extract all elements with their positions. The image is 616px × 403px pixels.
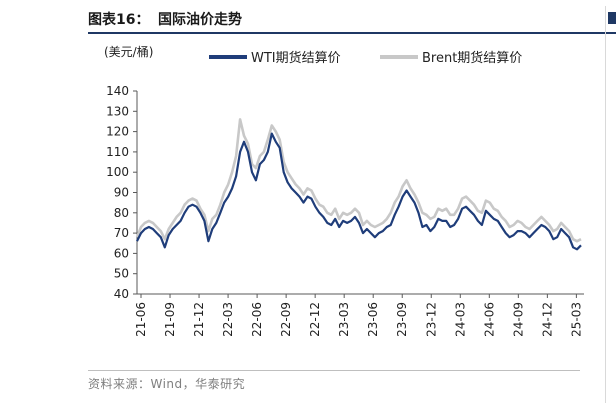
x-tick-label: 22-12	[308, 302, 322, 337]
x-tick-label: 23-09	[395, 302, 409, 337]
x-tick-label: 24-06	[482, 302, 496, 337]
y-tick-label: 60	[114, 246, 129, 260]
y-tick-label: 140	[106, 84, 129, 98]
y-tick-label: 110	[106, 145, 129, 159]
y-tick-label: 50	[114, 267, 129, 281]
x-tick-label: 21-12	[192, 302, 206, 337]
next-column-edge	[605, 6, 616, 403]
y-tick-label: 80	[114, 206, 129, 220]
y-tick-label: 40	[114, 287, 129, 301]
oil-price-chart: 40 50 60 70 80 90 100 110 120 130 140 21-06 21-09 21-…	[0, 0, 616, 403]
source-note: 资料来源：Wind，华泰研究	[88, 375, 245, 392]
x-tick-label: 25-03	[569, 302, 583, 337]
x-tick-label: 22-06	[250, 302, 264, 337]
next-column-header-mark	[608, 12, 616, 24]
x-tick-label: 23-12	[424, 302, 438, 337]
x-tick-label: 21-09	[163, 302, 177, 337]
x-tick-label: 23-03	[337, 302, 351, 337]
legend-brent-label: Brent期货结算价	[422, 50, 522, 66]
x-tick-label: 24-12	[540, 302, 554, 337]
x-tick-label: 22-09	[279, 302, 293, 337]
legend-wti-label: WTI期货结算价	[251, 50, 341, 66]
y-tick-label: 70	[114, 226, 129, 240]
x-tick-label: 24-03	[453, 302, 467, 337]
x-tick-label: 23-06	[366, 302, 380, 337]
y-tick-label: 130	[106, 104, 129, 118]
x-tick-label: 22-03	[221, 302, 235, 337]
x-tick-label: 24-09	[511, 302, 525, 337]
x-tick-label: 21-06	[134, 302, 148, 337]
y-tick-label: 100	[106, 165, 129, 179]
y-tick-label: 90	[114, 186, 129, 200]
footer-divider	[88, 370, 580, 371]
series-line-wti	[137, 134, 581, 250]
y-tick-label: 120	[106, 125, 129, 139]
